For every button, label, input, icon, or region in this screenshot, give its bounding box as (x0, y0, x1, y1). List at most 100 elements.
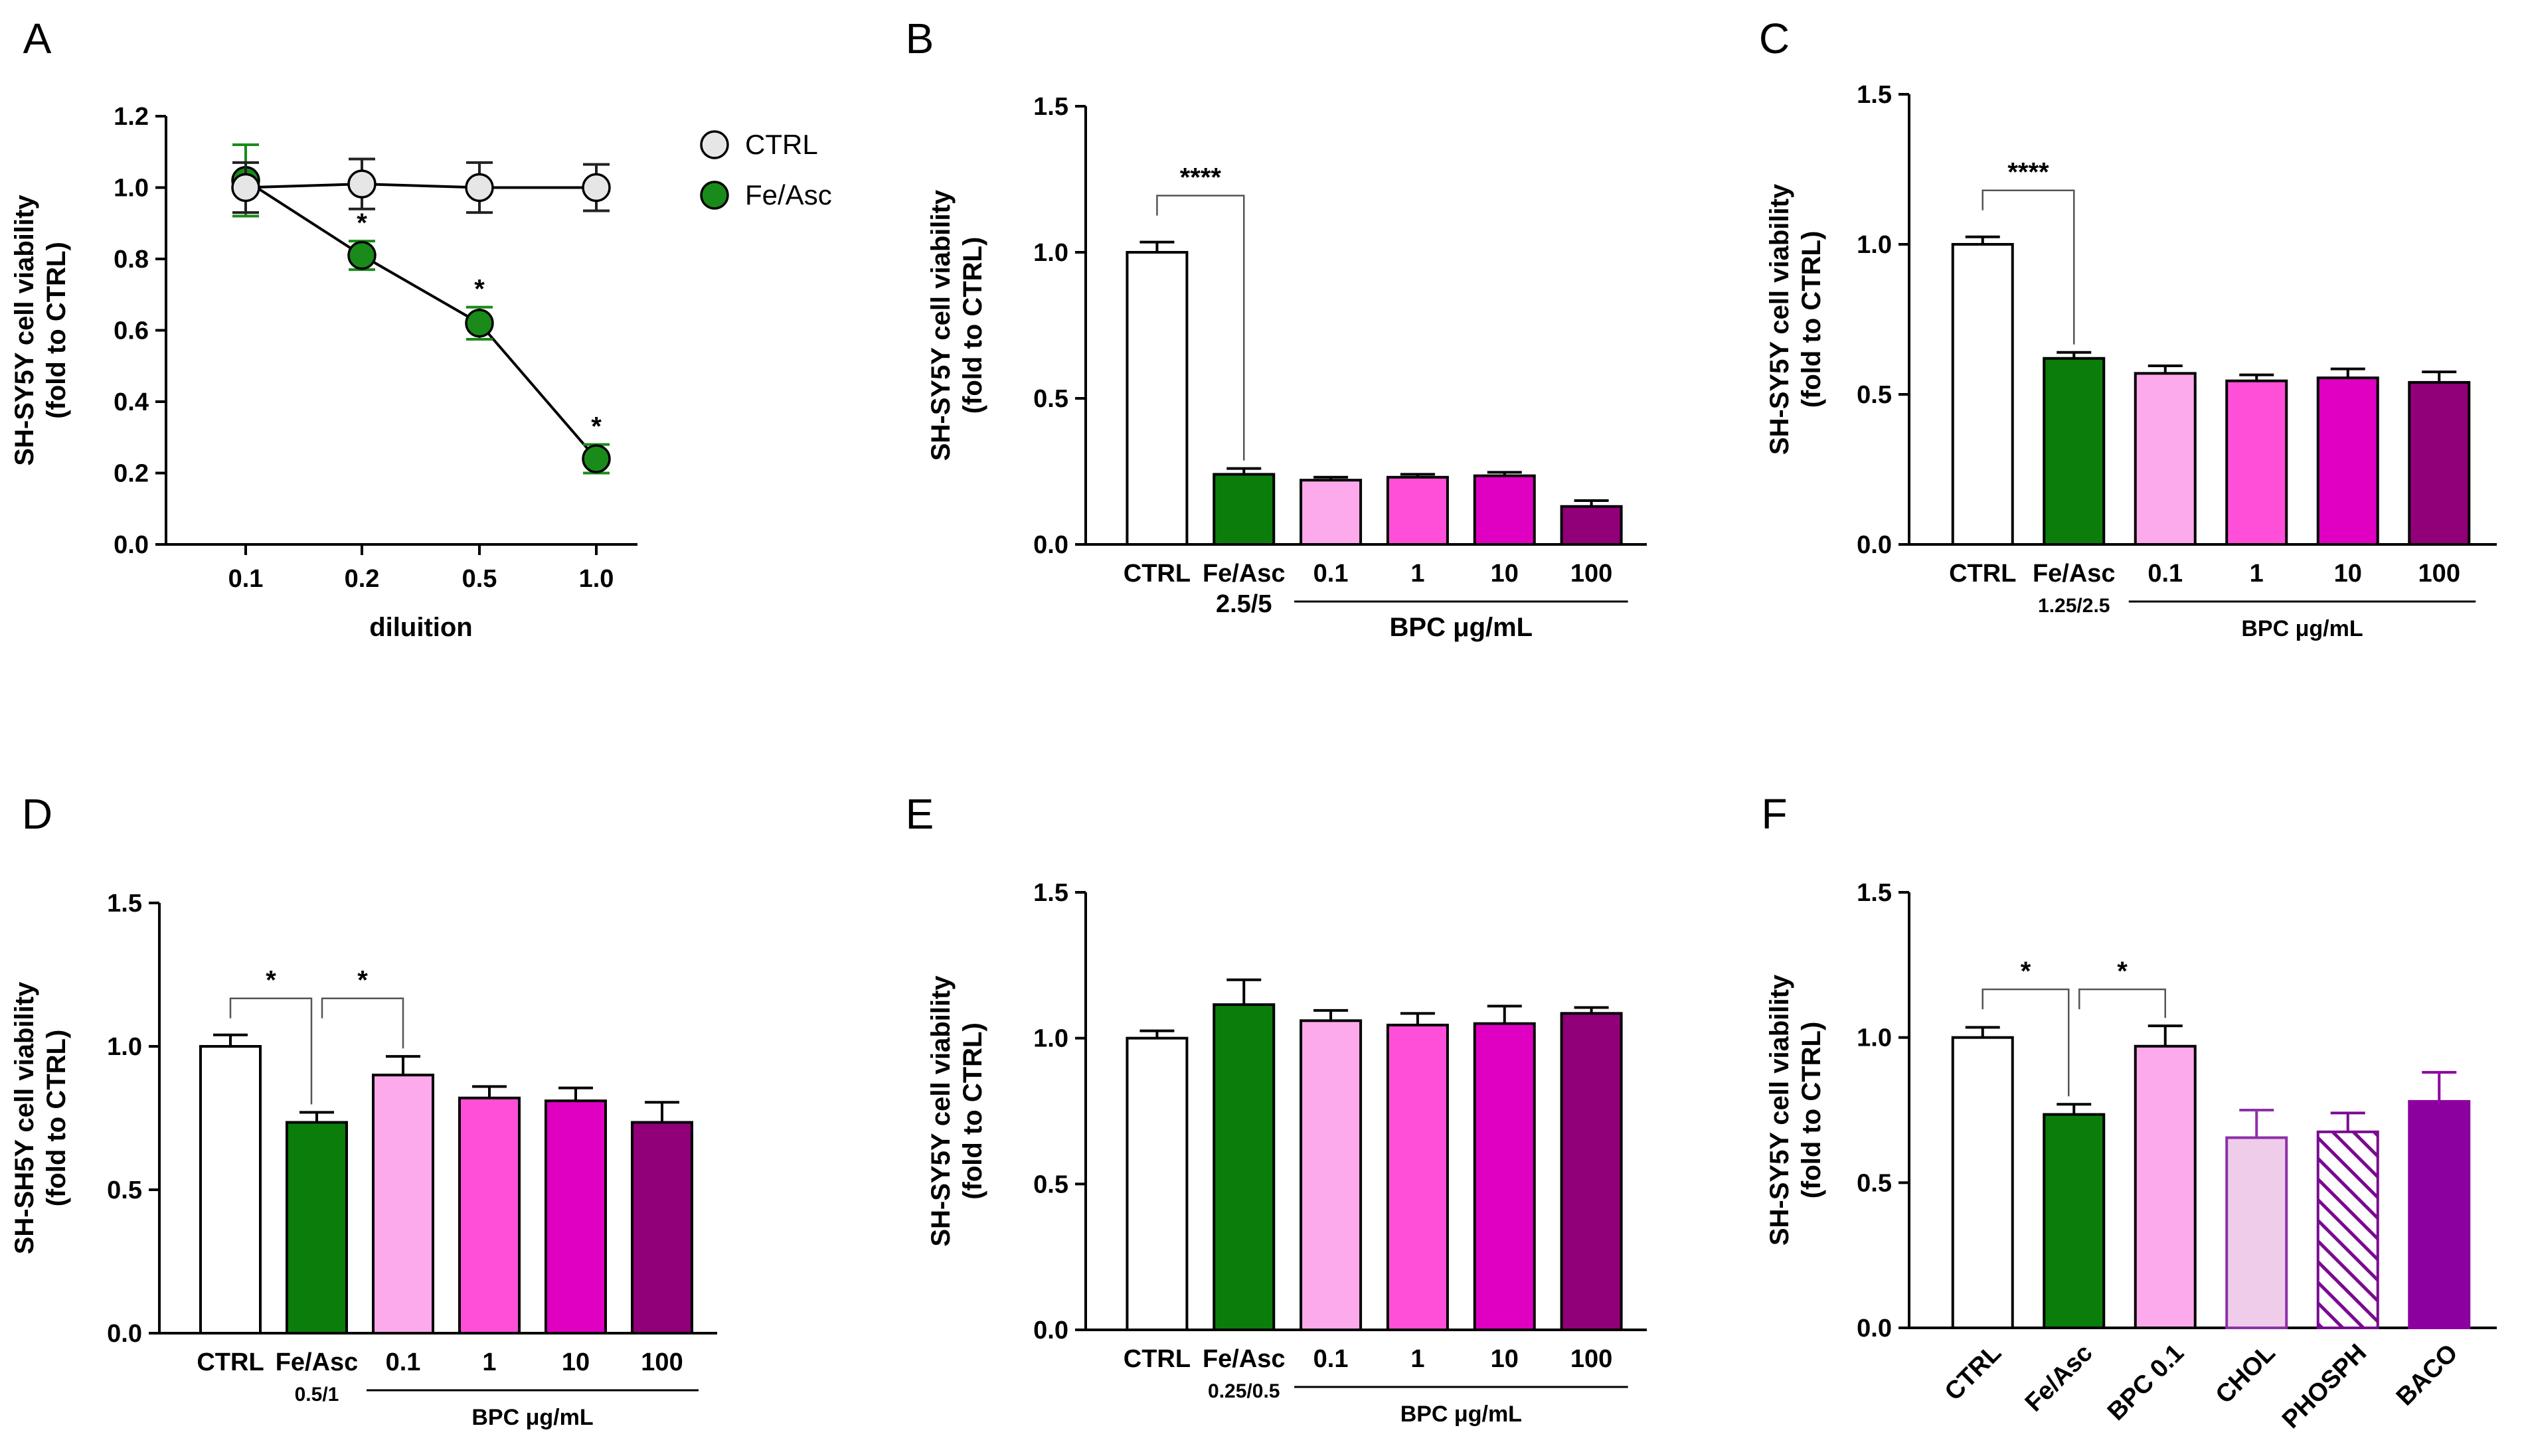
legend-marker (700, 130, 729, 159)
bracket-line (2078, 988, 2166, 1018)
bracket-line (321, 997, 404, 1049)
x-tick-label: Fe/Asc (276, 1348, 359, 1376)
y-axis-label-line: SH-SY5Y cell viability (926, 975, 956, 1247)
legend-marker (700, 181, 729, 210)
y-tick-label: 0.0 (114, 531, 149, 559)
y-axis-label: SH-SY5Y cell viability (fold to CTRL) (926, 189, 987, 461)
y-axis-label: SH-SY5Y cell viability (fold to CTRL) (10, 195, 71, 466)
y-tick-label: 1.0 (107, 1033, 142, 1061)
panel-letter: A (23, 15, 52, 62)
significance-bracket: * (229, 966, 313, 1105)
significance-mark: * (357, 208, 367, 238)
x-tick-label: 0.1 (228, 565, 264, 593)
bar-4 (545, 1099, 607, 1335)
y-tick-label: 0.5 (1857, 1169, 1892, 1197)
y-tick-label: 1.0 (114, 175, 149, 202)
y-tick-label: 0.0 (107, 1320, 142, 1348)
y-tick-label: 0.5 (1033, 385, 1068, 413)
bar-3 (2225, 379, 2288, 546)
data-point (231, 173, 260, 202)
x-tick-label: 0.2 (345, 565, 380, 593)
x-tick-label: CTRL (197, 1348, 264, 1376)
group-label: BPC μg/mL (2241, 616, 2363, 641)
bar-3 (1386, 1023, 1449, 1331)
data-point (465, 309, 494, 338)
y-tick-label: 1.5 (1857, 879, 1892, 907)
dose-sublabel: 0.5/1 (295, 1384, 339, 1406)
bar-3 (1386, 475, 1449, 546)
y-tick-label: 1.0 (1033, 239, 1068, 267)
x-tick-label: 100 (641, 1348, 683, 1376)
x-axis-label: diluition (369, 613, 473, 642)
significance-label: **** (2007, 158, 2049, 187)
significance-bracket: * (2078, 957, 2166, 1018)
bar-2 (2134, 372, 2197, 546)
x-tick-label: Fe/Asc (2020, 1339, 2098, 1417)
y-axis-label-line: SH-SY5Y cell viability (10, 195, 39, 466)
panel-f-chart: F 0.0 0.5 1.0 1.5 SH-SY5Y cell viability (fold… (1761, 790, 2497, 1434)
dose-sublabel: 1.25/2.5 (2038, 595, 2110, 617)
bar-1 (1213, 473, 1276, 546)
group-label: BPC μg/mL (1400, 1402, 1522, 1427)
x-tick-label: BPC 0.1 (2102, 1339, 2189, 1426)
legend-label: CTRL (745, 129, 818, 160)
panel-e-chart: E 0.0 0.5 1.0 1.5 SH-SY5Y cell viability (fold… (906, 790, 1647, 1427)
y-axis-label-line: SH-SH5Y cell viability (10, 981, 39, 1254)
bar-2 (2134, 1044, 2197, 1329)
y-axis-label-line: SH-SY5Y cell viability (1765, 183, 1794, 455)
bracket-line (1156, 195, 1245, 461)
y-axis-label: SH-SY5Y cell viability (fold to CTRL) (1765, 183, 1826, 455)
x-tick-label: PHOSPH (2277, 1339, 2372, 1434)
y-tick-label: 1.2 (114, 103, 149, 131)
panel-d-chart: D 0.0 0.5 1.0 1.5 SH-SH5Y cell viability (fold… (10, 790, 717, 1430)
bar-5 (1560, 1012, 1623, 1332)
dose-sublabel: 0.25/0.5 (1208, 1380, 1280, 1402)
data-point (347, 240, 377, 270)
bar-0 (1126, 1036, 1189, 1331)
x-tick-label: CHOL (2211, 1339, 2281, 1410)
data-point (347, 169, 377, 199)
x-tick-label: 0.1 (1313, 560, 1349, 588)
data-point (582, 444, 611, 473)
y-tick-label: 1.5 (107, 890, 142, 918)
bar-1 (2043, 357, 2106, 546)
y-tick-label: 0.2 (114, 460, 149, 488)
x-tick-label: 0.1 (2147, 560, 2183, 588)
significance-label: * (2021, 957, 2031, 986)
x-tick-label: CTRL (1124, 1345, 1191, 1373)
panel-letter: B (906, 15, 934, 62)
bar-1 (286, 1121, 348, 1335)
x-tick-label: 0.1 (1313, 1345, 1349, 1373)
legend: CTRL Fe/Asc (700, 129, 832, 210)
y-tick-label: 0.0 (1033, 1317, 1068, 1344)
y-axis-label: SH-SY5Y cell viability (fold to CTRL) (1765, 974, 1826, 1246)
significance-label: * (357, 966, 368, 995)
panel-b-chart: B 0.0 0.5 1.0 1.5 SH-SY5Y cell viability (fold… (906, 15, 1647, 642)
y-axis-label-line: (fold to CTRL) (1797, 231, 1826, 408)
bar-3 (458, 1096, 521, 1335)
x-tick-label: CTRL (1949, 560, 2016, 588)
significance-mark: * (474, 275, 485, 304)
bar-5 (1560, 505, 1623, 546)
bar-2 (1300, 479, 1363, 546)
x-tick-label: 10 (1491, 1345, 1519, 1373)
x-tick-label: 100 (1570, 1345, 1612, 1373)
x-tick-label: 10 (562, 1348, 590, 1376)
bar-4 (1473, 474, 1536, 546)
bar-4 (2316, 1130, 2379, 1330)
x-tick-label: 100 (1570, 560, 1612, 588)
data-point (582, 173, 611, 202)
bracket-line (1981, 189, 2075, 345)
group-label: BPC μg/mL (1390, 613, 1533, 642)
bar-1 (1213, 1003, 1276, 1331)
y-tick-label: 0.5 (107, 1176, 142, 1204)
y-tick-label: 0.0 (1857, 531, 1892, 559)
y-tick-label: 0.0 (1033, 531, 1068, 559)
y-axis-label-line: SH-SY5Y cell viability (926, 189, 956, 461)
significance-bracket: **** (1156, 163, 1245, 461)
bar-3 (2225, 1136, 2288, 1329)
bar-4 (2316, 376, 2379, 546)
y-tick-label: 1.5 (1857, 81, 1892, 109)
x-tick-label: Fe/Asc (1203, 560, 1286, 588)
